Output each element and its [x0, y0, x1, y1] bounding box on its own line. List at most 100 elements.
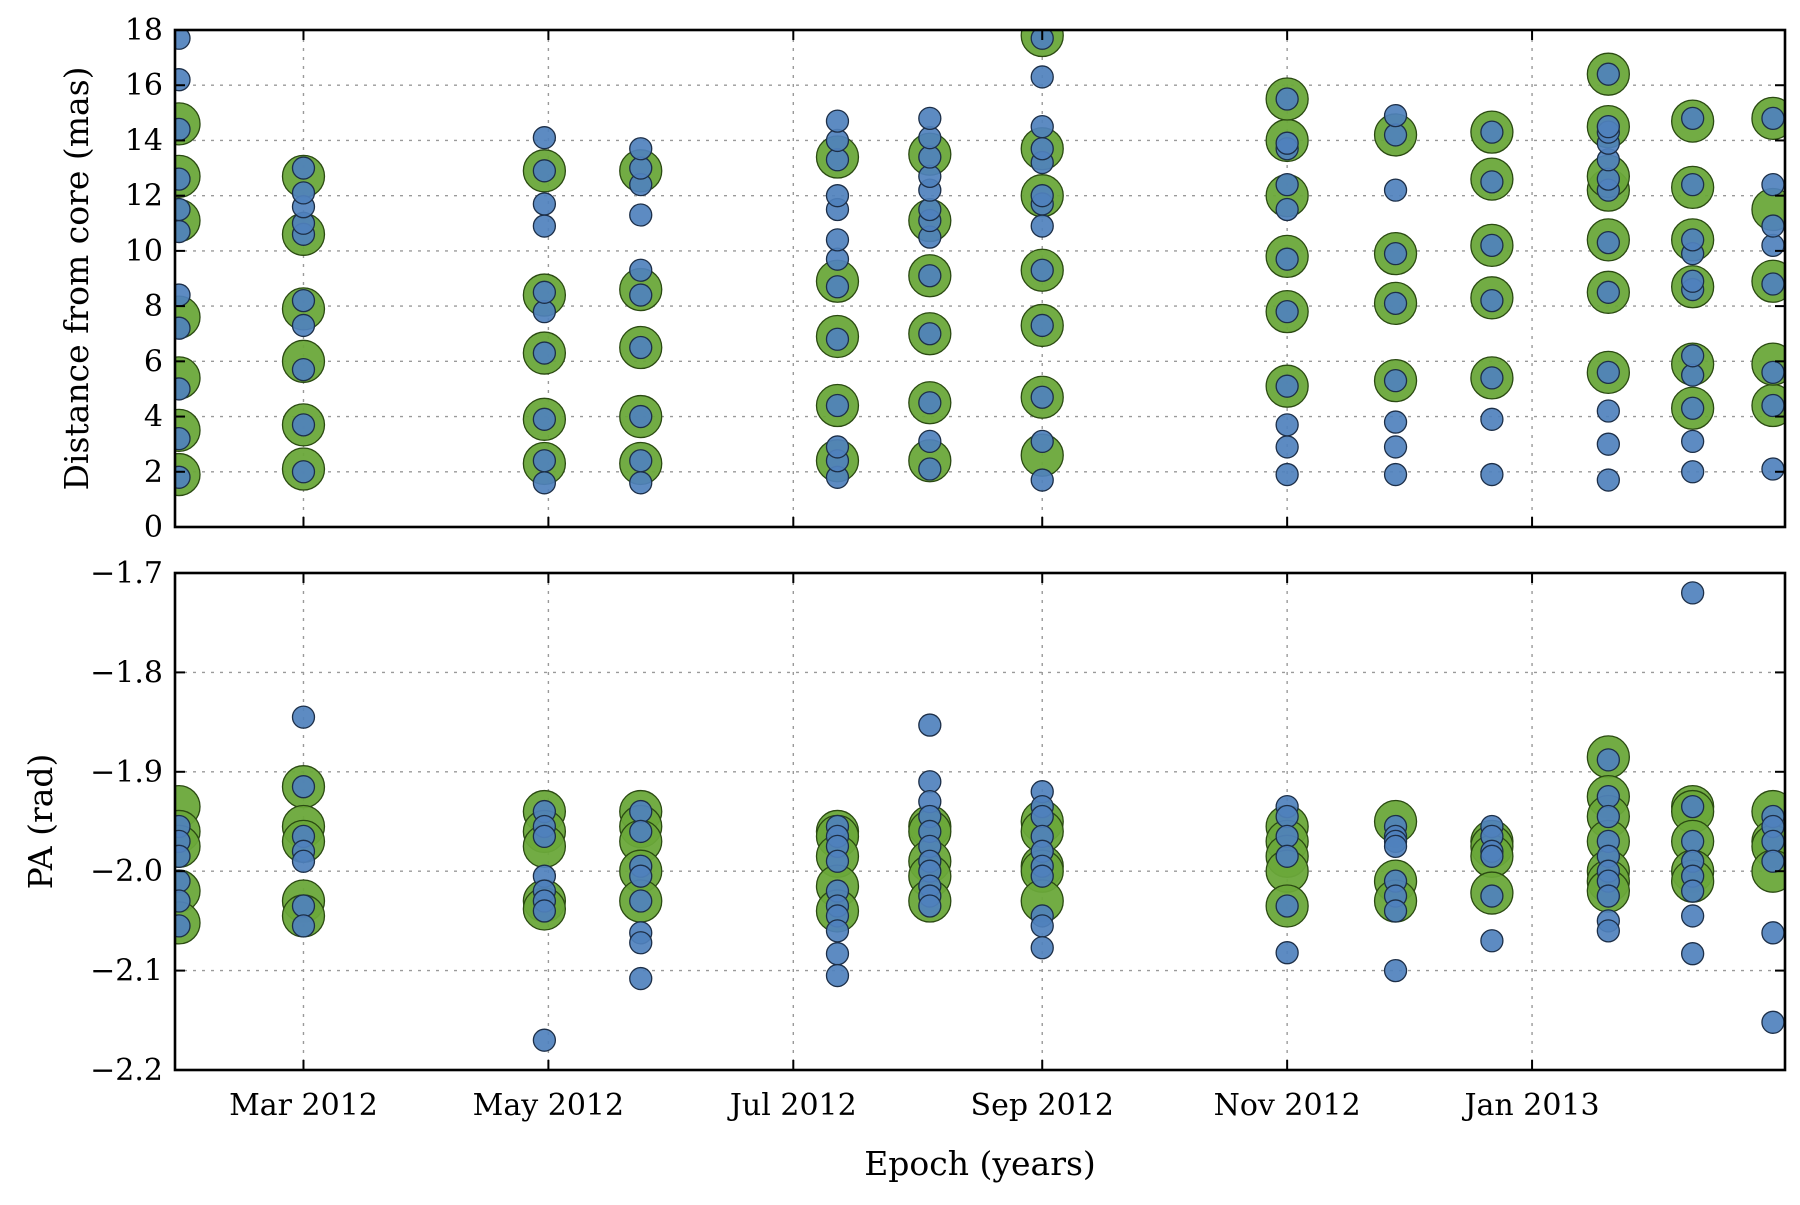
pa-small-point	[532, 824, 557, 849]
distance-y-tick-label: 14	[125, 123, 163, 158]
distance-small-point	[1383, 291, 1408, 316]
distance-small-point	[1596, 230, 1620, 255]
distance-small-point	[532, 280, 557, 304]
pa-small-point	[1030, 864, 1054, 888]
distance-small-point	[1275, 299, 1299, 324]
distance-small-point	[1681, 172, 1705, 197]
pa-small-point	[1383, 834, 1408, 858]
pa-y-tick-label: −1.8	[90, 655, 163, 690]
pa-small-point	[1480, 844, 1504, 868]
distance-small-point	[175, 68, 191, 92]
pa-small-point	[291, 775, 316, 799]
distance-small-point	[1030, 258, 1054, 282]
distance-small-point	[532, 449, 557, 473]
distance-small-point	[1681, 269, 1705, 293]
distance-small-point	[1480, 120, 1504, 144]
distance-small-point	[175, 283, 191, 307]
pa-points	[175, 581, 1785, 1052]
distance-small-point	[175, 377, 191, 401]
distance-y-tick-label: 4	[144, 400, 163, 435]
distance-small-point	[918, 457, 942, 481]
distance-small-point	[825, 327, 850, 351]
pa-y-tick-label: −1.9	[90, 755, 163, 790]
distance-small-point	[175, 316, 191, 340]
pa-small-point	[629, 819, 653, 844]
pa-y-tick-label: −2.0	[90, 854, 163, 889]
distance-small-point	[1383, 410, 1408, 434]
distance-small-point	[1480, 170, 1504, 194]
distance-small-point	[1761, 106, 1785, 131]
pa-small-point	[1030, 914, 1054, 938]
distance-small-point	[1596, 399, 1620, 423]
pa-small-point	[1761, 921, 1785, 945]
pa-small-point	[175, 914, 191, 938]
pa-y-tick-label: −2.2	[90, 1053, 163, 1088]
pa-small-point	[1383, 899, 1408, 923]
distance-y-tick-label: 6	[144, 344, 163, 379]
distance-small-point	[1275, 172, 1299, 197]
distance-small-point	[532, 407, 557, 431]
distance-small-point	[1383, 369, 1408, 393]
pa-small-point	[175, 869, 191, 893]
distance-small-point	[825, 228, 850, 252]
distance-small-point	[1275, 131, 1299, 155]
pa-small-point	[1275, 804, 1299, 829]
pa-small-point	[1596, 804, 1620, 829]
pa-small-point	[532, 1028, 557, 1052]
distance-small-point	[1275, 87, 1299, 111]
x-tick-label: Mar 2012	[229, 1088, 378, 1123]
pa-small-point	[918, 894, 942, 918]
distance-small-point	[1030, 214, 1054, 238]
distance-small-point	[1030, 385, 1054, 409]
distance-points	[175, 30, 1785, 497]
distance-small-point	[1596, 468, 1620, 492]
distance-y-axis-title: Distance from core (mas)	[57, 66, 96, 490]
distance-small-point	[1596, 114, 1620, 139]
distance-y-tick-label: 0	[144, 510, 163, 545]
x-tick-label: Sep 2012	[971, 1088, 1114, 1123]
distance-y-tick-label: 2	[144, 455, 163, 490]
distance-plot-frame	[173, 28, 1787, 529]
distance-small-point	[291, 460, 316, 484]
pa-small-point	[1596, 748, 1620, 772]
x-tick-label: May 2012	[473, 1088, 624, 1123]
pa-panel: −2.2 −2.1 −2.0 −1.9 −1.8 −1.7 Mar 2012 May 2012…	[21, 556, 1787, 1183]
distance-y-tick-label: 18	[125, 13, 163, 48]
distance-small-point	[1761, 214, 1785, 238]
pa-y-tick-label: −2.1	[90, 954, 163, 989]
pa-small-point	[1275, 844, 1299, 868]
pa-small-point	[1275, 941, 1299, 965]
distance-gridlines	[175, 30, 1785, 527]
distance-small-point	[918, 429, 942, 454]
pa-small-point	[1480, 884, 1504, 908]
pa-small-point	[175, 889, 191, 913]
pa-small-point	[1681, 794, 1705, 819]
distance-small-point	[175, 197, 191, 222]
distance-small-point	[1030, 468, 1054, 492]
pa-small-point	[175, 844, 191, 868]
distance-small-point	[532, 214, 557, 238]
distance-small-point	[1030, 184, 1054, 208]
distance-small-point	[1275, 374, 1299, 398]
distance-small-point	[291, 288, 316, 313]
pa-small-point	[291, 849, 316, 873]
pa-small-point	[629, 931, 653, 955]
distance-small-point	[1681, 228, 1705, 252]
distance-small-point	[629, 335, 653, 360]
distance-small-point	[1383, 178, 1408, 202]
distance-small-point	[1480, 366, 1504, 390]
distance-small-point	[1480, 407, 1504, 431]
x-tick-label: Nov 2012	[1214, 1088, 1361, 1123]
distance-small-point	[629, 258, 653, 282]
pa-gridlines	[175, 573, 1785, 1070]
distance-small-point	[825, 435, 850, 459]
pa-small-point	[1596, 919, 1620, 943]
pa-small-point	[1030, 936, 1054, 960]
distance-small-point	[532, 471, 557, 495]
distance-small-point	[1383, 103, 1408, 128]
distance-small-point	[1761, 272, 1785, 296]
distance-small-point	[291, 156, 316, 180]
pa-y-axis-title: PA (rad)	[21, 754, 60, 890]
pa-small-point	[1030, 804, 1054, 829]
